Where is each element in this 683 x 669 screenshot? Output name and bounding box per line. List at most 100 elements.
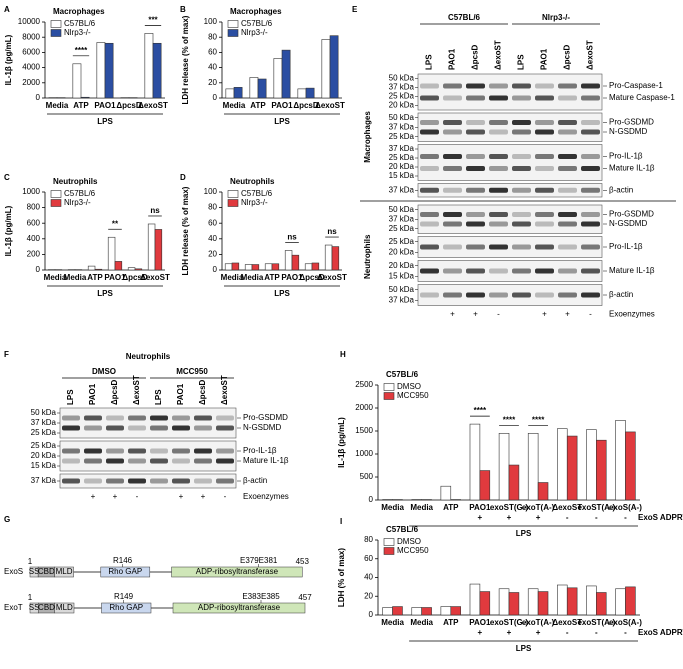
band [466, 154, 485, 159]
kda-label: 25 kDa [389, 153, 415, 162]
lane-label: ΔpcsD [471, 44, 480, 70]
band [443, 244, 462, 250]
lane-label: ΔexoST [494, 40, 503, 70]
band [558, 83, 577, 89]
y-tick-label: 1500 [355, 426, 373, 435]
lane-label: LPS [425, 54, 434, 70]
y-tick-label: 60 [364, 554, 373, 563]
band [128, 425, 146, 431]
site-label: R146 [113, 556, 133, 565]
band [581, 120, 600, 125]
bar [392, 606, 403, 616]
band [489, 187, 508, 193]
bar [114, 261, 123, 271]
band [581, 268, 600, 274]
band [558, 166, 577, 171]
domain [172, 602, 306, 614]
legend-label: Nlrp3-/- [241, 198, 268, 207]
x-tick-label: exoST(A-) [577, 503, 615, 512]
band [128, 478, 146, 484]
row-mark: - [566, 513, 569, 522]
band-label: Pro-IL-1β [243, 446, 277, 455]
y-tick-label: 1000 [355, 449, 373, 458]
band [443, 95, 462, 101]
kda-label: 20 kDa [389, 101, 415, 110]
band-label: N-GSDMD [243, 423, 281, 432]
significance: ns [150, 206, 160, 215]
kda-label: 50 kDa [389, 113, 415, 122]
band [194, 458, 212, 464]
band-label: Mature Caspase-1 [609, 93, 675, 102]
band [489, 120, 508, 125]
y-axis-label: IL-1β (pg/mL) [337, 417, 346, 468]
band-label: β-actin [609, 290, 633, 299]
bar [96, 42, 106, 99]
y-axis-label: LDH release (% of max) [181, 15, 190, 104]
band [512, 268, 531, 274]
x-tick-label: ATP [443, 503, 459, 512]
row-mark: - [595, 513, 598, 522]
kda-label: 15 kDa [31, 461, 57, 470]
y-tick-label: 20 [208, 250, 217, 259]
band [558, 120, 577, 125]
x-tick-label: ΔexoST [552, 503, 582, 512]
band [466, 187, 485, 193]
band [150, 478, 168, 484]
band [535, 292, 554, 298]
bar [311, 262, 320, 271]
bar [586, 585, 597, 616]
kda-label: 37 kDa [31, 418, 57, 427]
y-tick-label: 80 [364, 535, 373, 544]
group-header: Nlrp3-/- [542, 13, 570, 22]
x-tick-label: Media [223, 101, 246, 110]
y-tick-label: 100 [204, 17, 218, 26]
x-tick-label: PAO1 [271, 101, 293, 110]
band [512, 83, 531, 89]
bar [450, 606, 461, 616]
bar [586, 429, 597, 501]
exo-mark: - [224, 492, 227, 501]
band [489, 292, 508, 298]
group-label: LPS [97, 117, 113, 126]
band [216, 448, 234, 454]
legend-label: C57BL/6 [64, 19, 96, 28]
kda-label: 15 kDa [389, 271, 415, 280]
blot-frame [417, 204, 603, 234]
bar [231, 262, 240, 271]
band [172, 458, 190, 464]
legend-swatch [227, 29, 239, 37]
kda-label: 25 kDa [31, 441, 57, 450]
lane-label: PAO1 [176, 383, 185, 405]
bar [291, 254, 300, 271]
band [62, 458, 80, 464]
bar [537, 482, 549, 501]
band [489, 154, 508, 159]
row-mark: + [536, 513, 541, 522]
protein-name: ExoT [4, 603, 23, 612]
significance: ** [112, 219, 119, 228]
band [84, 458, 102, 464]
panel-letter: B [180, 5, 186, 14]
band [420, 187, 439, 193]
significance: **** [474, 406, 487, 415]
exo-mark: + [91, 492, 96, 501]
legend-label: Nlrp3-/- [241, 28, 268, 37]
bar [615, 588, 626, 616]
y-tick-label: 0 [213, 265, 218, 274]
bar [392, 499, 403, 501]
legend-swatch [383, 383, 395, 391]
domain-label: MLD [56, 567, 73, 576]
band [443, 187, 462, 193]
domain-label: MLD [56, 603, 73, 612]
bar [94, 268, 103, 271]
y-axis-label: LDH (% of max) [337, 548, 346, 607]
x-tick-label: Media [410, 503, 433, 512]
y-tick-label: 1000 [22, 187, 40, 196]
band [535, 244, 554, 250]
bar [450, 499, 461, 501]
bar [498, 432, 510, 501]
band [216, 478, 234, 484]
chart-title: Neutrophils [53, 177, 98, 186]
bar [421, 607, 432, 616]
bar [440, 606, 452, 616]
